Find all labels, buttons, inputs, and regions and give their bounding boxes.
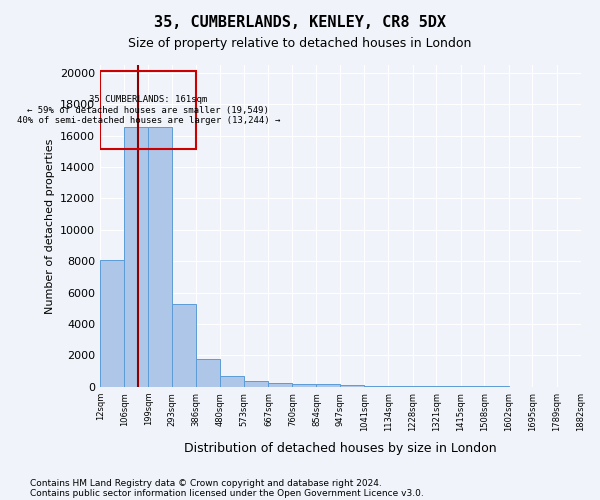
Bar	[196, 358, 220, 387]
Bar	[268, 382, 292, 387]
Bar	[172, 304, 196, 387]
Bar	[244, 381, 268, 387]
Bar	[148, 127, 172, 387]
Bar	[340, 385, 364, 387]
Bar	[436, 386, 461, 387]
Bar	[364, 386, 388, 387]
Bar	[292, 384, 316, 387]
Bar	[388, 386, 413, 387]
Text: 35, CUMBERLANDS, KENLEY, CR8 5DX: 35, CUMBERLANDS, KENLEY, CR8 5DX	[154, 15, 446, 30]
Text: Contains public sector information licensed under the Open Government Licence v3: Contains public sector information licen…	[30, 488, 424, 498]
Bar	[461, 386, 484, 387]
Text: 35 CUMBERLANDS: 161sqm
← 59% of detached houses are smaller (19,549)
40% of semi: 35 CUMBERLANDS: 161sqm ← 59% of detached…	[17, 95, 280, 125]
Y-axis label: Number of detached properties: Number of detached properties	[44, 138, 55, 314]
Text: Contains HM Land Registry data © Crown copyright and database right 2024.: Contains HM Land Registry data © Crown c…	[30, 478, 382, 488]
Text: Size of property relative to detached houses in London: Size of property relative to detached ho…	[128, 38, 472, 51]
Bar	[220, 376, 244, 387]
X-axis label: Distribution of detached houses by size in London: Distribution of detached houses by size …	[184, 442, 497, 455]
Bar	[100, 260, 124, 387]
Bar	[413, 386, 436, 387]
Bar	[316, 384, 340, 387]
Bar	[124, 127, 148, 387]
